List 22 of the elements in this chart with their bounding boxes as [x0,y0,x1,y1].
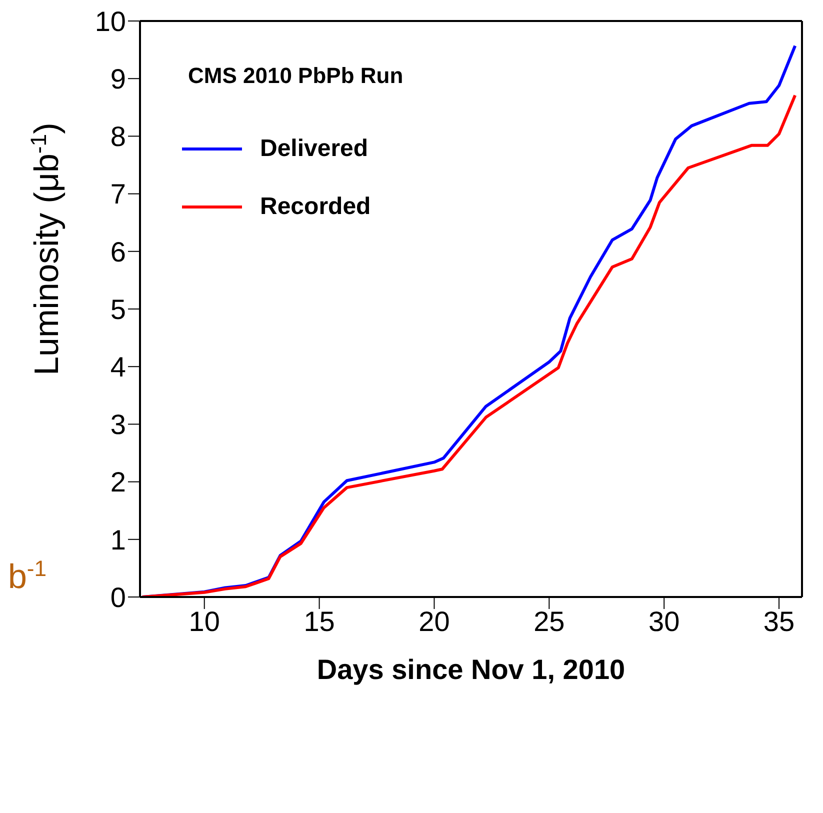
y-tick-label: 4 [110,352,126,383]
x-tick-label: 10 [188,606,220,637]
x-tick-label: 25 [534,606,565,637]
text: CMS 2010 PbPb Run [188,63,404,88]
y-tick-label: 10 [94,6,126,37]
y-tick-label: 7 [110,178,126,210]
y-tick-label: 5 [110,294,126,325]
y-tick-label: 8 [110,121,126,152]
y-tick-label: 9 [110,64,126,95]
legend-label: Delivered [260,135,368,163]
text: b$^{-1}$ [8,556,47,596]
y-tick-label: 1 [110,524,126,556]
x-tick-label: 30 [648,606,680,637]
y-tick-label: 0 [110,582,126,613]
y-tick-label: 6 [110,236,126,268]
x-tick-label: 15 [304,606,335,637]
x-tick-label: 35 [763,606,795,637]
legend-label: Recorded [260,193,371,221]
y-tick-label: 2 [110,466,126,498]
y-tick-label: 3 [110,409,126,440]
x-tick-label: 20 [418,606,450,637]
x-axis-title: Days since Nov 1, 2010 [316,654,626,685]
